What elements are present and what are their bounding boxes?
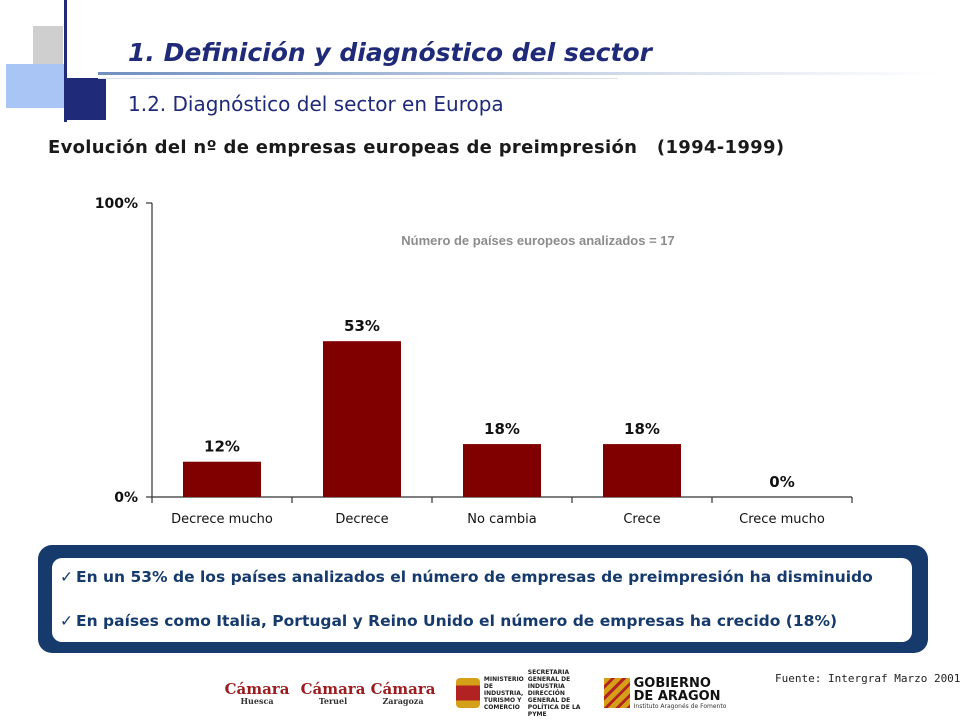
- data-label: 18%: [484, 420, 520, 438]
- coat-of-arms-icon: [456, 678, 480, 708]
- ministerio-logo: MINISTERIO DE INDUSTRIA, TURISMO Y COMER…: [456, 669, 588, 718]
- check-icon: ✓: [60, 568, 73, 586]
- summary-callout-body: [52, 558, 912, 642]
- x-tick-label: No cambia: [467, 512, 536, 527]
- check-icon: ✓: [60, 612, 73, 630]
- camara-city: Huesca: [240, 695, 274, 706]
- summary-bullet-1: ✓ En un 53% de los países analizados el n…: [60, 568, 900, 587]
- ministerio-text: MINISTERIO DE INDUSTRIA, TURISMO Y COMER…: [483, 675, 524, 711]
- decor-square-navy: [66, 78, 106, 120]
- decor-horizontal-rule-thin: [98, 78, 618, 79]
- secretaria-text: SECRETARIA GENERAL DE INDUSTRIA DIRECCIÓ…: [527, 668, 581, 718]
- camara-logo-text: Cámara: [370, 679, 436, 698]
- camara-logo-text: Cámara: [224, 679, 290, 698]
- decor-vertical-line: [64, 0, 67, 122]
- source-note: Fuente: Intergraf Marzo 2001: [775, 672, 960, 685]
- chart-title: Evolución del nº de empresas europeas de…: [48, 137, 785, 158]
- aragon-text: GOBIERNO DE ARAGON Instituto Aragonés de…: [633, 675, 727, 710]
- x-tick-label: Decrece mucho: [171, 512, 273, 527]
- subsection-title: 1.2. Diagnóstico del sector en Europa: [128, 92, 504, 116]
- camara-logo-text: Cámara: [300, 679, 366, 698]
- data-label: 18%: [624, 420, 660, 438]
- summary-bullet-2: ✓ En países como Italia, Portugal y Reino…: [60, 612, 900, 631]
- section-title: 1. Definición y diagnóstico del sector: [128, 38, 652, 67]
- decor-square-lightblue: [6, 64, 64, 108]
- x-tick-label: Crece mucho: [739, 512, 825, 527]
- bar: [463, 444, 541, 497]
- camara-city: Teruel: [318, 695, 348, 706]
- camara-teruel-logo: Cámara Teruel: [298, 676, 368, 710]
- decor-horizontal-rule: [98, 72, 938, 75]
- aragon-flag-icon: [603, 678, 630, 708]
- bullet-text: En un 53% de los países analizados el nú…: [76, 568, 873, 586]
- chart-annotation: Número de países europeos analizados = 1…: [401, 233, 674, 248]
- x-tick-label: Decrece: [335, 512, 388, 527]
- gobierno-aragon-logo: GOBIERNO DE ARAGON Instituto Aragonés de…: [600, 676, 730, 710]
- data-label: 53%: [344, 317, 380, 335]
- camara-city: Zaragoza: [382, 695, 424, 706]
- bar: [183, 461, 261, 497]
- data-label: 0%: [769, 473, 794, 491]
- y-tick-label: 100%: [95, 196, 138, 212]
- bar: [603, 444, 681, 497]
- bullet-text: En países como Italia, Portugal y Reino …: [76, 612, 838, 630]
- x-tick-label: Crece: [623, 512, 660, 527]
- camara-huesca-logo: Cámara Huesca: [222, 676, 292, 710]
- bar: [323, 341, 401, 497]
- data-label: 12%: [204, 438, 240, 456]
- y-tick-label: 0%: [114, 490, 138, 506]
- camara-zaragoza-logo: Cámara Zaragoza: [368, 676, 438, 710]
